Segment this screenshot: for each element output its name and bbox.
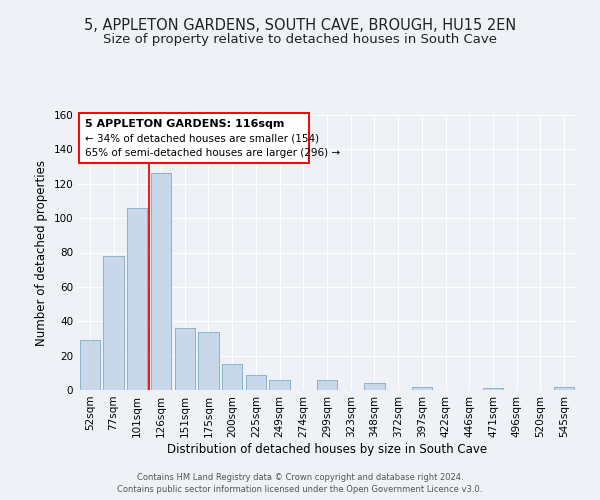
Bar bbox=[246, 374, 266, 390]
Bar bbox=[151, 174, 171, 390]
Bar bbox=[364, 383, 385, 390]
Bar bbox=[80, 340, 100, 390]
Bar bbox=[317, 380, 337, 390]
Bar bbox=[127, 208, 148, 390]
Bar bbox=[175, 328, 195, 390]
FancyBboxPatch shape bbox=[79, 114, 309, 163]
Bar bbox=[554, 386, 574, 390]
Bar bbox=[199, 332, 218, 390]
Y-axis label: Number of detached properties: Number of detached properties bbox=[35, 160, 48, 346]
Bar bbox=[103, 256, 124, 390]
Bar bbox=[222, 364, 242, 390]
Text: Contains HM Land Registry data © Crown copyright and database right 2024.: Contains HM Land Registry data © Crown c… bbox=[137, 474, 463, 482]
Text: Size of property relative to detached houses in South Cave: Size of property relative to detached ho… bbox=[103, 32, 497, 46]
Text: Contains public sector information licensed under the Open Government Licence v3: Contains public sector information licen… bbox=[118, 485, 482, 494]
Bar bbox=[412, 386, 432, 390]
X-axis label: Distribution of detached houses by size in South Cave: Distribution of detached houses by size … bbox=[167, 442, 487, 456]
Text: 65% of semi-detached houses are larger (296) →: 65% of semi-detached houses are larger (… bbox=[85, 148, 340, 158]
Bar bbox=[269, 380, 290, 390]
Bar bbox=[483, 388, 503, 390]
Text: 5, APPLETON GARDENS, SOUTH CAVE, BROUGH, HU15 2EN: 5, APPLETON GARDENS, SOUTH CAVE, BROUGH,… bbox=[84, 18, 516, 32]
Text: 5 APPLETON GARDENS: 116sqm: 5 APPLETON GARDENS: 116sqm bbox=[85, 120, 284, 130]
Text: ← 34% of detached houses are smaller (154): ← 34% of detached houses are smaller (15… bbox=[85, 133, 319, 143]
